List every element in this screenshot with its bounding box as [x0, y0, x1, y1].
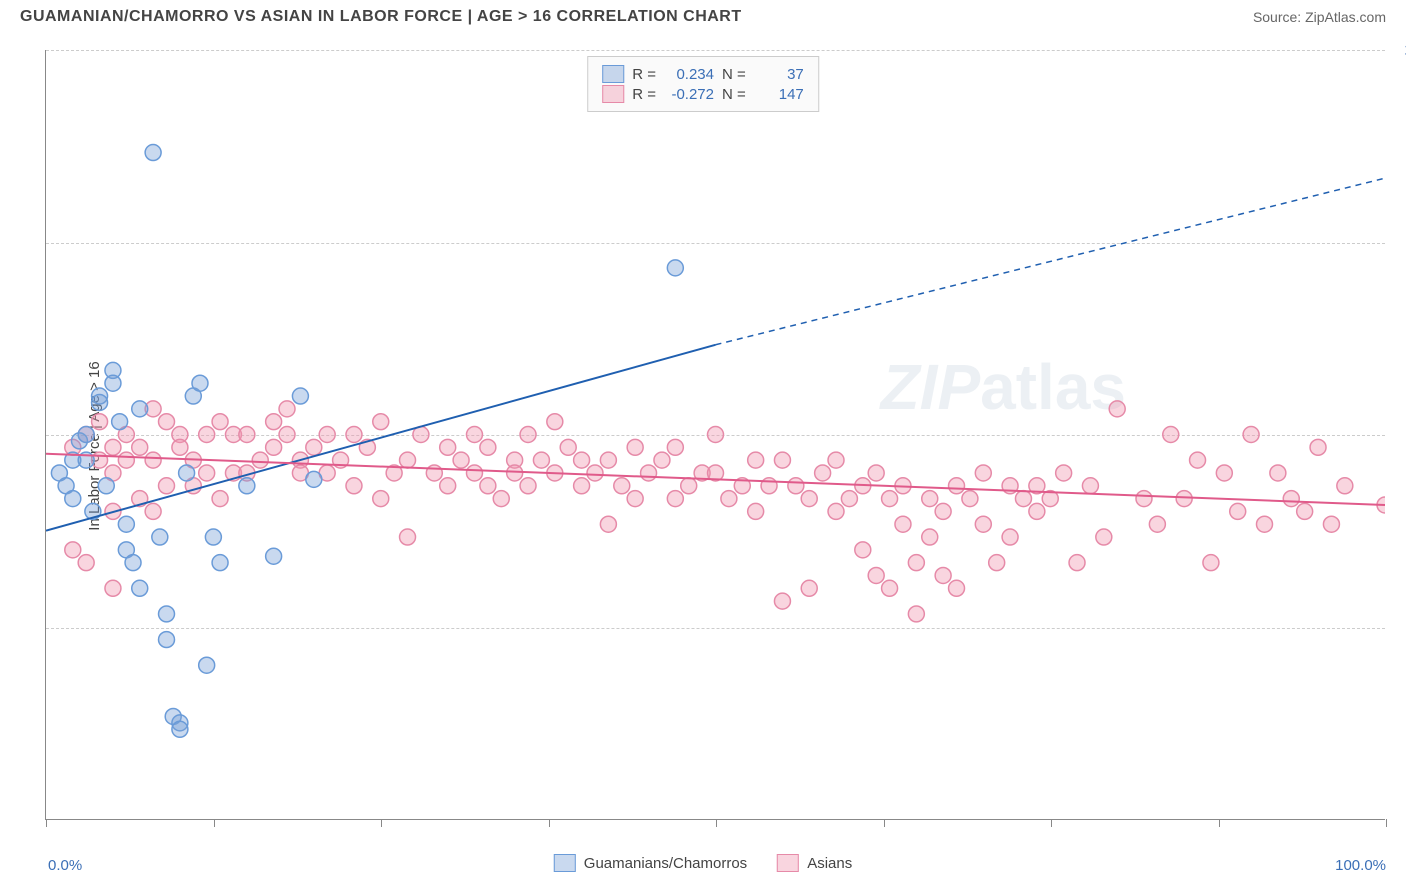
x-axis-min: 0.0% — [48, 857, 82, 874]
n-value-guamanian: 37 — [754, 66, 804, 83]
swatch-guamanian-icon — [602, 65, 624, 83]
scatter-plot — [46, 50, 1385, 819]
legend-row-asian: R = -0.272 N = 147 — [602, 85, 804, 103]
x-tick-mark — [716, 819, 717, 827]
x-tick-mark — [1386, 819, 1387, 827]
r-value-asian: -0.272 — [664, 86, 714, 103]
n-value-asian: 147 — [754, 86, 804, 103]
legend-row-guamanian: R = 0.234 N = 37 — [602, 65, 804, 83]
legend-label-asian: Asians — [807, 855, 852, 872]
swatch-guamanian-icon — [554, 854, 576, 872]
chart-title: GUAMANIAN/CHAMORRO VS ASIAN IN LABOR FOR… — [20, 8, 742, 26]
legend-item-asian: Asians — [777, 854, 852, 872]
y-tick-label: 70.0% — [1395, 427, 1406, 444]
r-label: R = — [632, 66, 656, 83]
source-attribution: Source: ZipAtlas.com — [1253, 9, 1386, 25]
n-label: N = — [722, 66, 746, 83]
x-tick-mark — [884, 819, 885, 827]
r-label: R = — [632, 86, 656, 103]
chart-plot-area: 55.0%70.0%85.0%100.0% — [45, 50, 1385, 820]
x-tick-mark — [1051, 819, 1052, 827]
x-tick-mark — [381, 819, 382, 827]
series-legend: Guamanians/Chamorros Asians — [554, 854, 852, 872]
x-tick-mark — [46, 819, 47, 827]
y-tick-label: 100.0% — [1395, 42, 1406, 59]
legend-item-guamanian: Guamanians/Chamorros — [554, 854, 747, 872]
x-axis-max: 100.0% — [1335, 857, 1386, 874]
r-value-guamanian: 0.234 — [664, 66, 714, 83]
x-tick-mark — [214, 819, 215, 827]
y-tick-label: 85.0% — [1395, 234, 1406, 251]
swatch-asian-icon — [777, 854, 799, 872]
x-tick-mark — [549, 819, 550, 827]
correlation-legend: R = 0.234 N = 37 R = -0.272 N = 147 — [587, 56, 819, 112]
legend-label-guamanian: Guamanians/Chamorros — [584, 855, 747, 872]
n-label: N = — [722, 86, 746, 103]
y-tick-label: 55.0% — [1395, 619, 1406, 636]
header: GUAMANIAN/CHAMORRO VS ASIAN IN LABOR FOR… — [20, 8, 1386, 26]
swatch-asian-icon — [602, 85, 624, 103]
x-tick-mark — [1219, 819, 1220, 827]
